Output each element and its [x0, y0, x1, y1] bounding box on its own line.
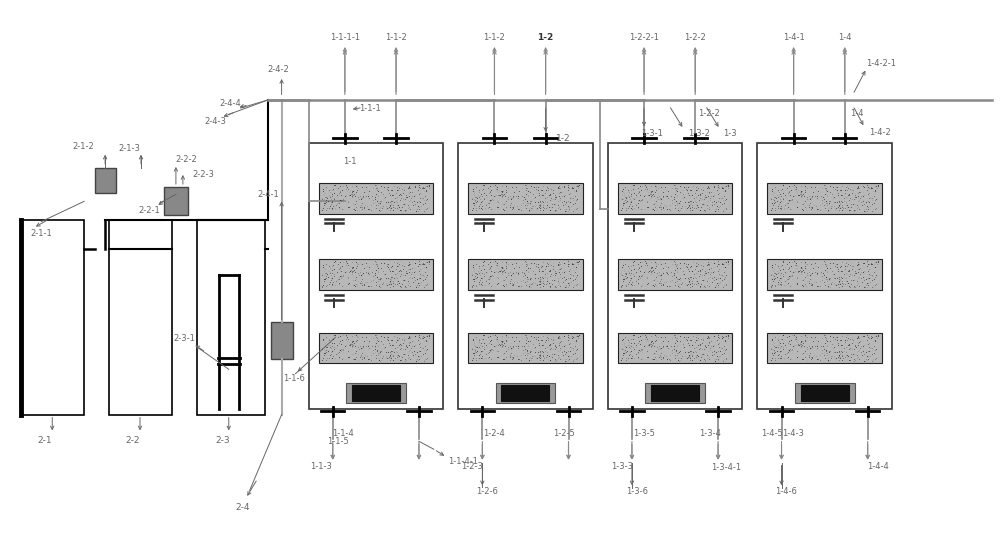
Bar: [95, 168, 116, 193]
Bar: [767, 183, 882, 214]
Text: 1-2-6: 1-2-6: [476, 487, 498, 496]
Text: 2-1-1: 2-1-1: [30, 229, 52, 239]
Bar: [468, 259, 583, 290]
Text: 1-2-2: 1-2-2: [698, 109, 720, 118]
Text: 1-2-4: 1-2-4: [483, 429, 505, 438]
Text: 2-4: 2-4: [235, 503, 250, 512]
Text: 1-2-2-1: 1-2-2-1: [629, 33, 659, 42]
Text: 1-3-2: 1-3-2: [688, 129, 710, 138]
Bar: [496, 383, 555, 403]
Text: 1-1-4-1: 1-1-4-1: [448, 457, 478, 466]
Bar: [618, 183, 732, 214]
Text: 1-1-6: 1-1-6: [283, 375, 305, 383]
Bar: [618, 259, 732, 290]
Bar: [468, 332, 583, 363]
Text: 1-2-3: 1-2-3: [461, 463, 483, 471]
Text: 2-1-2: 2-1-2: [72, 142, 94, 151]
Bar: [319, 183, 433, 214]
Text: 2-2-1: 2-2-1: [138, 206, 160, 215]
Text: 1-1-1: 1-1-1: [359, 103, 381, 113]
Text: 1-1-2: 1-1-2: [484, 33, 505, 42]
Bar: [21, 220, 84, 415]
Text: 2-1: 2-1: [37, 436, 52, 445]
Text: 1-4-4: 1-4-4: [867, 463, 889, 471]
Bar: [757, 143, 892, 410]
Text: 2-4-4: 2-4-4: [220, 99, 242, 108]
Bar: [458, 143, 593, 410]
Bar: [618, 332, 732, 363]
Text: 1-3-4: 1-3-4: [699, 429, 721, 438]
Bar: [346, 383, 406, 403]
Text: 1-1-3: 1-1-3: [310, 463, 332, 471]
Bar: [608, 143, 742, 410]
Text: 1-2: 1-2: [537, 33, 554, 42]
Text: 1-3-4-1: 1-3-4-1: [711, 464, 741, 472]
Text: 1-4-2-1: 1-4-2-1: [866, 59, 896, 68]
Text: 2-3: 2-3: [215, 436, 230, 445]
Text: 2-3-1: 2-3-1: [173, 334, 195, 344]
Text: 1-1-2: 1-1-2: [385, 33, 407, 42]
Text: 1-3-3: 1-3-3: [611, 463, 633, 471]
Text: 2-2-3: 2-2-3: [193, 170, 215, 179]
Text: 1-3: 1-3: [723, 129, 737, 138]
Text: 1-4-2: 1-4-2: [869, 128, 891, 137]
Text: 1-4-3: 1-4-3: [783, 429, 804, 438]
Text: 2-1-3: 2-1-3: [118, 144, 140, 153]
Bar: [164, 187, 188, 215]
Text: 1-2: 1-2: [556, 134, 571, 143]
Text: 1-4-6: 1-4-6: [776, 487, 797, 496]
Bar: [767, 259, 882, 290]
Text: 1-3-1: 1-3-1: [641, 129, 663, 138]
Text: 2-2: 2-2: [126, 436, 140, 445]
Text: 1-3-5: 1-3-5: [633, 429, 655, 438]
Text: 2-2-2: 2-2-2: [175, 155, 197, 164]
Bar: [109, 220, 172, 415]
Bar: [309, 143, 443, 410]
Bar: [651, 385, 699, 401]
Text: 1-3-6: 1-3-6: [626, 487, 648, 496]
Text: 1-4-5: 1-4-5: [761, 429, 782, 438]
Text: 2-4-2: 2-4-2: [268, 65, 289, 74]
Bar: [319, 259, 433, 290]
Text: 1-1: 1-1: [343, 157, 357, 166]
Bar: [352, 385, 400, 401]
Text: 1-1-1-1: 1-1-1-1: [330, 33, 360, 42]
Text: 1-4: 1-4: [838, 33, 852, 42]
Text: 1-4-1: 1-4-1: [783, 33, 805, 42]
Bar: [645, 383, 705, 403]
Text: 1-2-2: 1-2-2: [684, 33, 706, 42]
Bar: [271, 322, 293, 359]
Bar: [801, 385, 849, 401]
Text: 1-4: 1-4: [850, 109, 864, 118]
Text: 1-1-5: 1-1-5: [327, 437, 349, 446]
Bar: [767, 332, 882, 363]
Bar: [319, 332, 433, 363]
Bar: [197, 220, 265, 415]
Bar: [468, 183, 583, 214]
Bar: [795, 383, 855, 403]
Text: 2-4-1: 2-4-1: [258, 190, 280, 199]
Bar: [501, 385, 549, 401]
Text: 1-2-5: 1-2-5: [553, 429, 574, 438]
Text: 2-4-3: 2-4-3: [205, 117, 227, 126]
Text: 1-1-4: 1-1-4: [332, 429, 354, 438]
